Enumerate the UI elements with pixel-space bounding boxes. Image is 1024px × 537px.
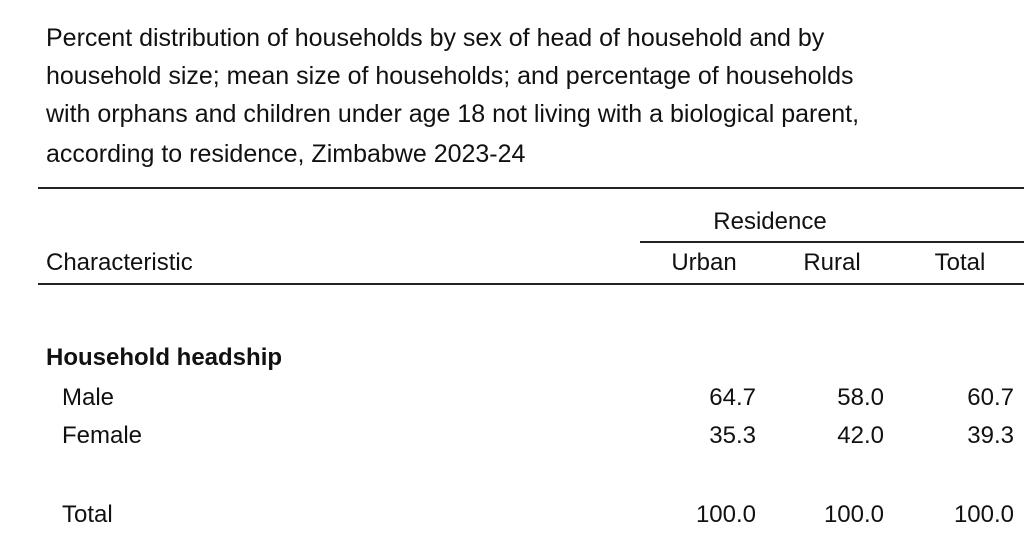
row-label: Female bbox=[62, 422, 143, 449]
column-header: Urban bbox=[671, 249, 737, 276]
row-label: Male bbox=[62, 384, 115, 411]
column-header: Rural bbox=[803, 249, 861, 276]
row-label: Total bbox=[62, 501, 113, 528]
title-line: household size; mean size of households;… bbox=[46, 62, 854, 90]
top-rule bbox=[38, 187, 1024, 189]
group-header: Residence bbox=[713, 208, 827, 235]
title-line: according to residence, Zimbabwe 2023-24 bbox=[46, 140, 526, 168]
cell-value: 100.0 bbox=[823, 501, 884, 528]
title-line: with orphans and children under age 18 n… bbox=[46, 100, 860, 128]
title-line: Percent distribution of households by se… bbox=[46, 24, 825, 52]
column-header: Characteristic bbox=[46, 249, 193, 276]
cell-value: 64.7 bbox=[709, 384, 756, 411]
group-rule bbox=[640, 241, 1024, 243]
cell-value: 100.0 bbox=[695, 501, 756, 528]
column-header: Total bbox=[934, 249, 986, 276]
cell-value: 58.0 bbox=[837, 384, 884, 411]
header-rule bbox=[38, 283, 1024, 285]
section-heading: Household headship bbox=[46, 344, 283, 371]
cell-value: 35.3 bbox=[709, 422, 756, 449]
cell-value: 42.0 bbox=[837, 422, 884, 449]
cell-value: 100.0 bbox=[953, 501, 1014, 528]
cell-value: 39.3 bbox=[967, 422, 1014, 449]
cell-value: 60.7 bbox=[967, 384, 1014, 411]
